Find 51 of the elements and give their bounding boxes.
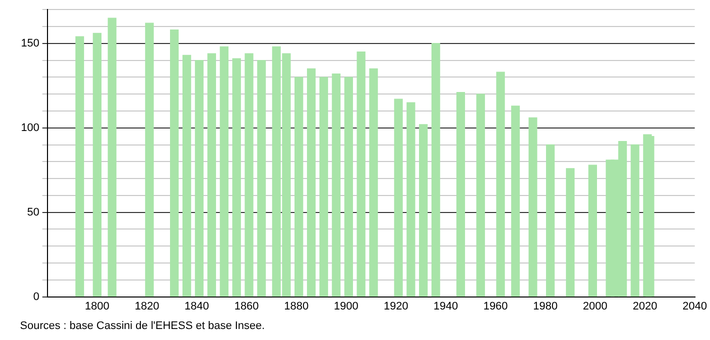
bar	[476, 94, 485, 297]
bar	[511, 106, 520, 297]
bar	[108, 18, 116, 297]
bar	[220, 46, 228, 297]
x-tick-label: 1800	[84, 300, 110, 312]
bar	[92, 32, 102, 297]
bar	[194, 60, 204, 297]
bar	[394, 98, 403, 297]
bar	[431, 43, 440, 297]
bar	[344, 76, 353, 297]
x-tick-label: 2040	[682, 300, 708, 312]
x-tick-label: 1900	[334, 300, 358, 312]
y-tick-label: 50	[27, 206, 40, 218]
bar	[319, 76, 328, 297]
bar	[170, 30, 179, 297]
bar	[369, 68, 378, 297]
bar	[244, 53, 254, 297]
x-tick-label: 2000	[582, 300, 608, 312]
bar	[546, 144, 555, 297]
bar	[496, 72, 505, 297]
x-tick-label: 1860	[234, 300, 259, 312]
bar	[306, 68, 316, 297]
y-tick-label: 100	[20, 122, 40, 134]
bar	[456, 92, 466, 297]
x-tick-label: 1940	[434, 300, 458, 312]
bar	[207, 53, 216, 297]
bar	[566, 168, 575, 297]
x-tick-label: 1820	[134, 300, 160, 312]
x-tick-label: 1840	[184, 300, 209, 312]
bar	[75, 36, 84, 297]
bar	[406, 102, 416, 297]
bar	[294, 76, 304, 297]
y-tick-label: 150	[20, 37, 40, 50]
bar	[257, 60, 266, 297]
bar	[419, 124, 428, 297]
x-tick-label: 2020	[632, 300, 658, 312]
x-tick-label: 1920	[384, 300, 408, 312]
x-tick-label: 1880	[284, 300, 309, 312]
bar	[356, 52, 366, 297]
x-tick-label: 1960	[483, 300, 508, 312]
bar	[528, 117, 538, 297]
bar	[332, 73, 341, 297]
bar	[646, 136, 654, 297]
bar	[145, 22, 154, 297]
bar	[232, 58, 241, 297]
source-note: Sources : base Cassini de l'EHESS et base Insee.	[20, 320, 265, 332]
bar	[588, 164, 598, 297]
x-tick-label: 1980	[533, 300, 558, 312]
bar	[630, 144, 640, 297]
y-tick-label: 0	[33, 290, 40, 303]
bar	[182, 54, 192, 297]
